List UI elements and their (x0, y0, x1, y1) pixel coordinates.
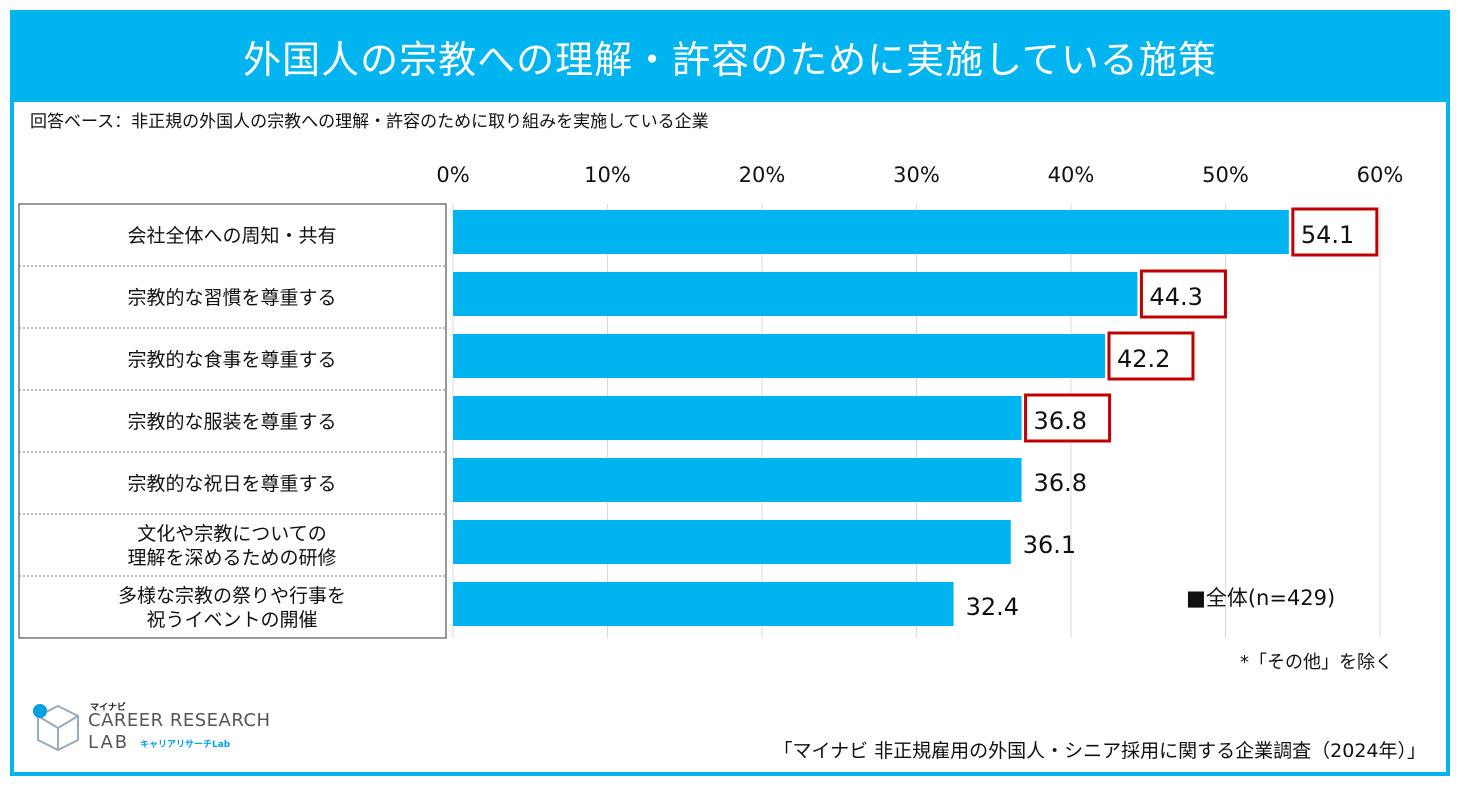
x-tick-label: 40% (1048, 163, 1095, 187)
bar (453, 520, 1011, 564)
data-label: 36.8 (1034, 407, 1087, 435)
category-label: 文化や宗教についての (137, 523, 326, 545)
legend: ■全体(n=429) (1186, 582, 1335, 612)
source-citation: 「マイナビ 非正規雇用の外国人・シニア採用に関する企業調査（2024年）」 (773, 740, 1426, 762)
bar (453, 334, 1105, 378)
bar (453, 582, 954, 626)
x-tick-label: 20% (739, 163, 786, 187)
data-label: 36.8 (1034, 469, 1087, 497)
category-label: 祝うイベントの開催 (146, 609, 317, 631)
bar (453, 396, 1022, 440)
legend-label: ■全体(n=429) (1186, 586, 1336, 610)
bar (453, 272, 1138, 316)
logo-kana: キャリアリサーチLab (140, 740, 231, 750)
category-label: 宗教的な服装を尊重する (127, 411, 336, 433)
highlight-box (1139, 269, 1227, 319)
base-note: 回答ベース：非正規の外国人の宗教への理解・許容のために取り組みを実施している企業 (30, 112, 709, 132)
category-label-box (18, 203, 447, 639)
bar (453, 458, 1022, 502)
x-tick-label: 10% (584, 163, 631, 187)
category-label: 宗教的な習慣を尊重する (127, 287, 336, 309)
logo-name: CAREER RESEARCH (88, 710, 271, 731)
footnote: *「その他」を除く (1240, 652, 1393, 673)
highlight-box (1291, 207, 1379, 257)
highlight-box (1107, 331, 1195, 381)
highlight-box (1024, 393, 1112, 443)
x-tick-label: 0% (436, 163, 469, 187)
data-label: 42.2 (1117, 345, 1170, 373)
career-research-lab-logo-icon (33, 704, 79, 752)
logo-lab: LAB (88, 732, 130, 753)
data-label: 44.3 (1149, 283, 1202, 311)
data-label: 36.1 (1023, 531, 1076, 559)
category-label: 宗教的な食事を尊重する (127, 349, 336, 371)
chart-title: 外国人の宗教への理解・許容のために実施している施策 (10, 10, 1450, 102)
category-label: 理解を深めるための研修 (127, 547, 336, 569)
data-label: 54.1 (1301, 221, 1354, 249)
logo-brand: マイナビ (90, 703, 126, 713)
data-label: 32.4 (966, 593, 1019, 621)
x-tick-label: 30% (893, 163, 940, 187)
x-tick-label: 50% (1202, 163, 1249, 187)
category-label: 宗教的な祝日を尊重する (127, 473, 336, 495)
chart-frame (10, 10, 1450, 776)
bar (453, 210, 1289, 254)
category-label: 会社全体への周知・共有 (127, 225, 336, 247)
category-label: 多様な宗教の祭りや行事を (118, 585, 346, 607)
x-tick-label: 60% (1357, 163, 1404, 187)
